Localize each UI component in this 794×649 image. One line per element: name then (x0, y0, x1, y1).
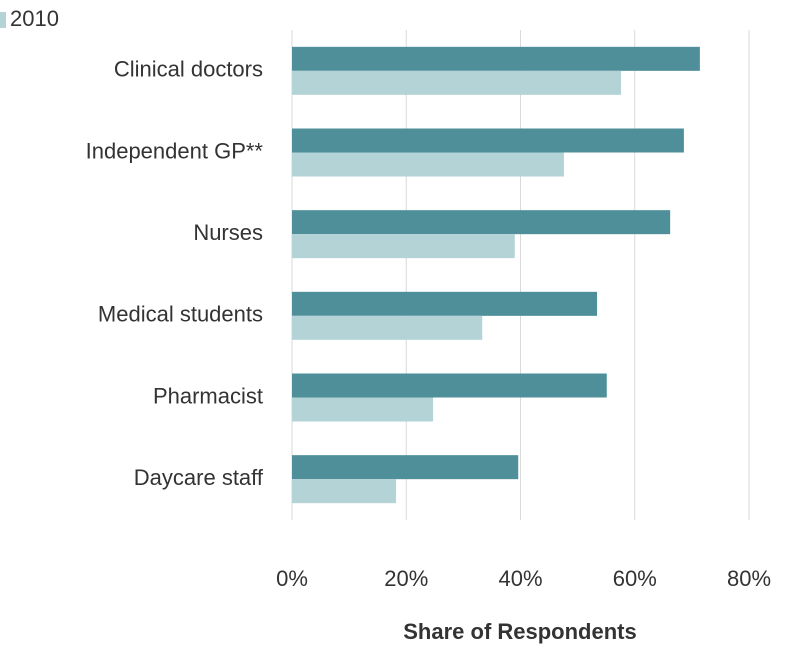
bar (292, 128, 684, 153)
bar (292, 397, 434, 422)
y-tick-label: Clinical doctors (114, 57, 263, 82)
y-tick-label: Daycare staff (134, 465, 264, 490)
bar (292, 455, 519, 480)
x-tick-label: 20% (384, 566, 428, 591)
bar (292, 315, 483, 340)
x-tick-label: 40% (498, 566, 542, 591)
legend-swatch (0, 12, 6, 28)
bar (292, 210, 671, 235)
legend-label: 2010 (10, 6, 59, 31)
x-tick-label: 80% (727, 566, 771, 591)
x-tick-label: 0% (276, 566, 308, 591)
y-tick-label: Medical students (98, 302, 263, 327)
bar (292, 152, 564, 177)
bar (292, 479, 396, 504)
bar (292, 70, 622, 95)
y-tick-label: Pharmacist (153, 383, 263, 408)
bar (292, 291, 598, 316)
x-axis-title: Share of Respondents (403, 619, 636, 644)
bar (292, 46, 700, 71)
y-tick-label: Independent GP** (86, 138, 264, 163)
bar (292, 373, 607, 398)
x-tick-label: 60% (613, 566, 657, 591)
bar (292, 234, 515, 259)
y-tick-label: Nurses (193, 220, 263, 245)
